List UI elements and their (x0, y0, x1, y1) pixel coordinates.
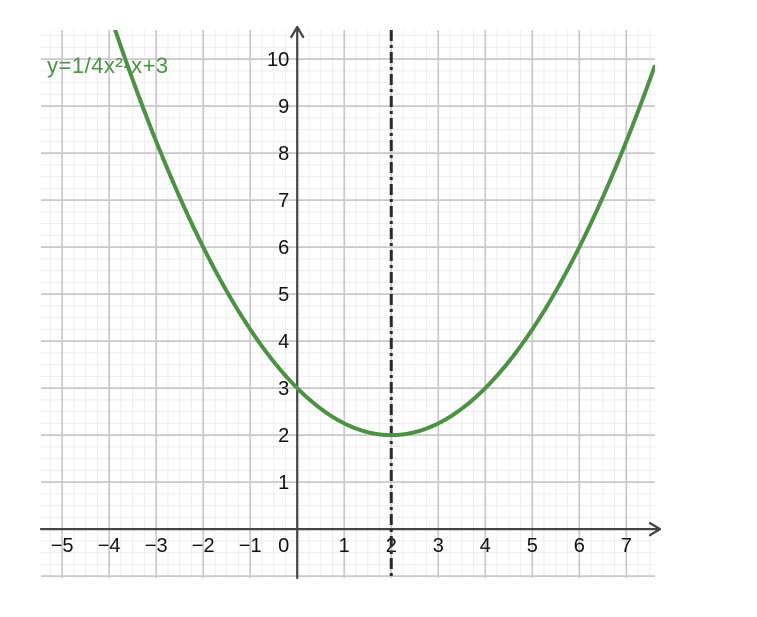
y-tick-label: 2 (278, 425, 289, 447)
y-tick-label: 6 (278, 237, 289, 259)
x-tick-label: −2 (192, 535, 215, 557)
x-tick-label: 5 (527, 535, 538, 557)
y-tick-label: 5 (278, 284, 289, 306)
x-tick-label: 0 (278, 535, 289, 557)
y-tick-label: 1 (278, 472, 289, 494)
parabola-curve (113, 30, 655, 438)
x-tick-label: −1 (239, 535, 262, 557)
y-tick-label: 10 (267, 49, 289, 71)
x-tick-label: 1 (339, 535, 350, 557)
tick-labels: −5−4−3−2−10123456712345678910 (51, 49, 632, 557)
x-tick-label: 6 (574, 535, 585, 557)
y-axis-arrow-icon (290, 25, 305, 39)
x-tick-label: 4 (480, 535, 491, 557)
x-tick-label: −4 (98, 535, 121, 557)
y-tick-label: 8 (278, 143, 289, 165)
y-tick-label: 9 (278, 96, 289, 118)
y-tick-label: 7 (278, 190, 289, 212)
minor-gridlines (41, 30, 655, 578)
x-tick-label: 3 (433, 535, 444, 557)
x-tick-label: −3 (145, 535, 168, 557)
y-tick-label: 3 (278, 378, 289, 400)
x-axis-arrow-icon (648, 522, 662, 537)
axes (39, 25, 662, 580)
y-tick-label: 4 (278, 331, 289, 353)
function-equation-label: y=1/4x²-x+3 (47, 53, 169, 78)
x-tick-label: −5 (51, 535, 74, 557)
x-tick-label: 7 (621, 535, 632, 557)
